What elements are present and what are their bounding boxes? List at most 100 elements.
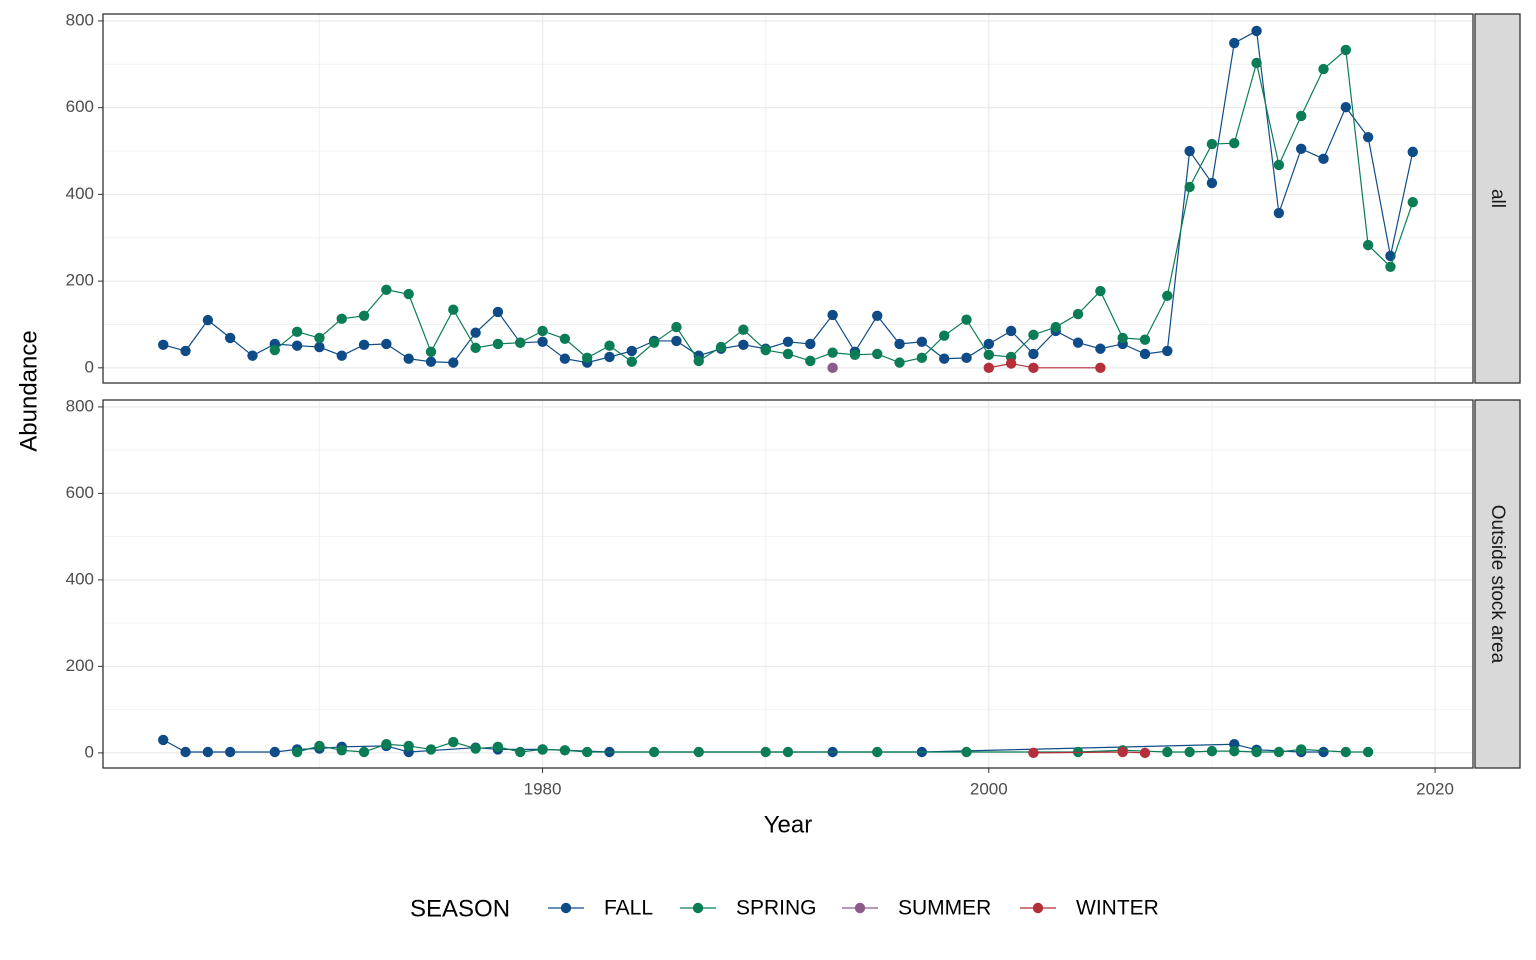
legend-label: WINTER	[1076, 897, 1159, 920]
point	[581, 352, 593, 364]
legend-key-point	[1032, 902, 1044, 914]
point	[269, 746, 281, 758]
point	[1273, 207, 1285, 219]
point	[403, 288, 414, 300]
x-tick-label: 2000	[970, 779, 1008, 798]
point	[1206, 138, 1218, 150]
point	[1251, 25, 1262, 37]
x-axis-title: Year	[764, 811, 813, 838]
point	[291, 326, 303, 338]
point	[1162, 345, 1173, 357]
point	[1340, 746, 1352, 758]
point	[849, 349, 861, 361]
point	[448, 357, 459, 368]
point	[492, 306, 504, 318]
y-tick-label: 800	[66, 396, 94, 415]
point	[1407, 196, 1418, 208]
point	[448, 304, 459, 315]
panel-border	[102, 399, 1474, 769]
point	[938, 330, 950, 341]
point	[894, 357, 905, 368]
point	[537, 744, 548, 755]
point	[894, 338, 905, 350]
point	[180, 345, 191, 357]
point	[224, 332, 236, 344]
point	[425, 744, 437, 755]
point	[1028, 362, 1039, 374]
panel-background	[103, 400, 1473, 768]
point	[314, 341, 325, 353]
point	[1072, 337, 1084, 348]
point	[1362, 746, 1374, 758]
point	[515, 337, 526, 348]
point	[559, 745, 571, 756]
point	[671, 321, 682, 333]
point	[269, 344, 281, 356]
point	[1005, 358, 1017, 369]
point	[358, 746, 370, 758]
point	[872, 310, 883, 321]
point	[247, 350, 258, 361]
point	[693, 746, 704, 758]
point	[559, 333, 571, 344]
point	[1162, 290, 1173, 302]
point	[291, 746, 303, 758]
point	[604, 351, 615, 363]
point	[336, 313, 347, 325]
point	[604, 340, 615, 351]
series-line	[162, 739, 1324, 753]
point	[983, 349, 995, 361]
point	[1229, 138, 1240, 149]
point	[1184, 746, 1195, 758]
point	[158, 734, 169, 746]
point	[403, 740, 414, 752]
point	[1184, 181, 1195, 193]
point	[715, 341, 727, 353]
y-tick-label: 600	[66, 97, 94, 116]
point	[782, 746, 794, 758]
point	[1206, 745, 1218, 757]
point	[1028, 348, 1039, 360]
point	[827, 347, 838, 358]
point	[671, 335, 682, 347]
legend-title: SEASON	[410, 895, 510, 922]
legend-key-point	[692, 902, 704, 914]
y-tick-label: 0	[85, 742, 94, 761]
point	[470, 342, 481, 354]
point	[1229, 37, 1240, 49]
point	[1295, 744, 1307, 755]
panel-border	[102, 13, 1474, 384]
point	[158, 339, 169, 351]
point	[314, 332, 325, 344]
point	[916, 336, 928, 348]
point	[314, 740, 325, 752]
point	[1318, 153, 1329, 165]
point	[782, 348, 794, 360]
point	[1295, 110, 1307, 122]
facet-strip	[1474, 399, 1521, 769]
point	[805, 338, 816, 350]
point	[648, 746, 660, 758]
point	[1385, 261, 1396, 272]
point	[1251, 746, 1262, 758]
point	[1295, 143, 1307, 155]
point	[738, 339, 749, 351]
series-line	[1033, 751, 1146, 754]
y-axis-title: Abundance	[15, 330, 42, 451]
point	[1028, 329, 1039, 341]
y-tick-label: 400	[66, 569, 94, 588]
point	[626, 356, 638, 367]
point	[537, 336, 548, 348]
point	[1251, 57, 1262, 69]
point	[1117, 746, 1128, 758]
y-tick-label: 800	[66, 10, 94, 29]
point	[425, 346, 437, 357]
point	[983, 338, 995, 350]
point	[760, 344, 771, 356]
point	[1340, 44, 1352, 56]
point	[1340, 102, 1352, 113]
point	[1229, 745, 1240, 757]
point	[738, 324, 749, 335]
point	[693, 355, 704, 367]
